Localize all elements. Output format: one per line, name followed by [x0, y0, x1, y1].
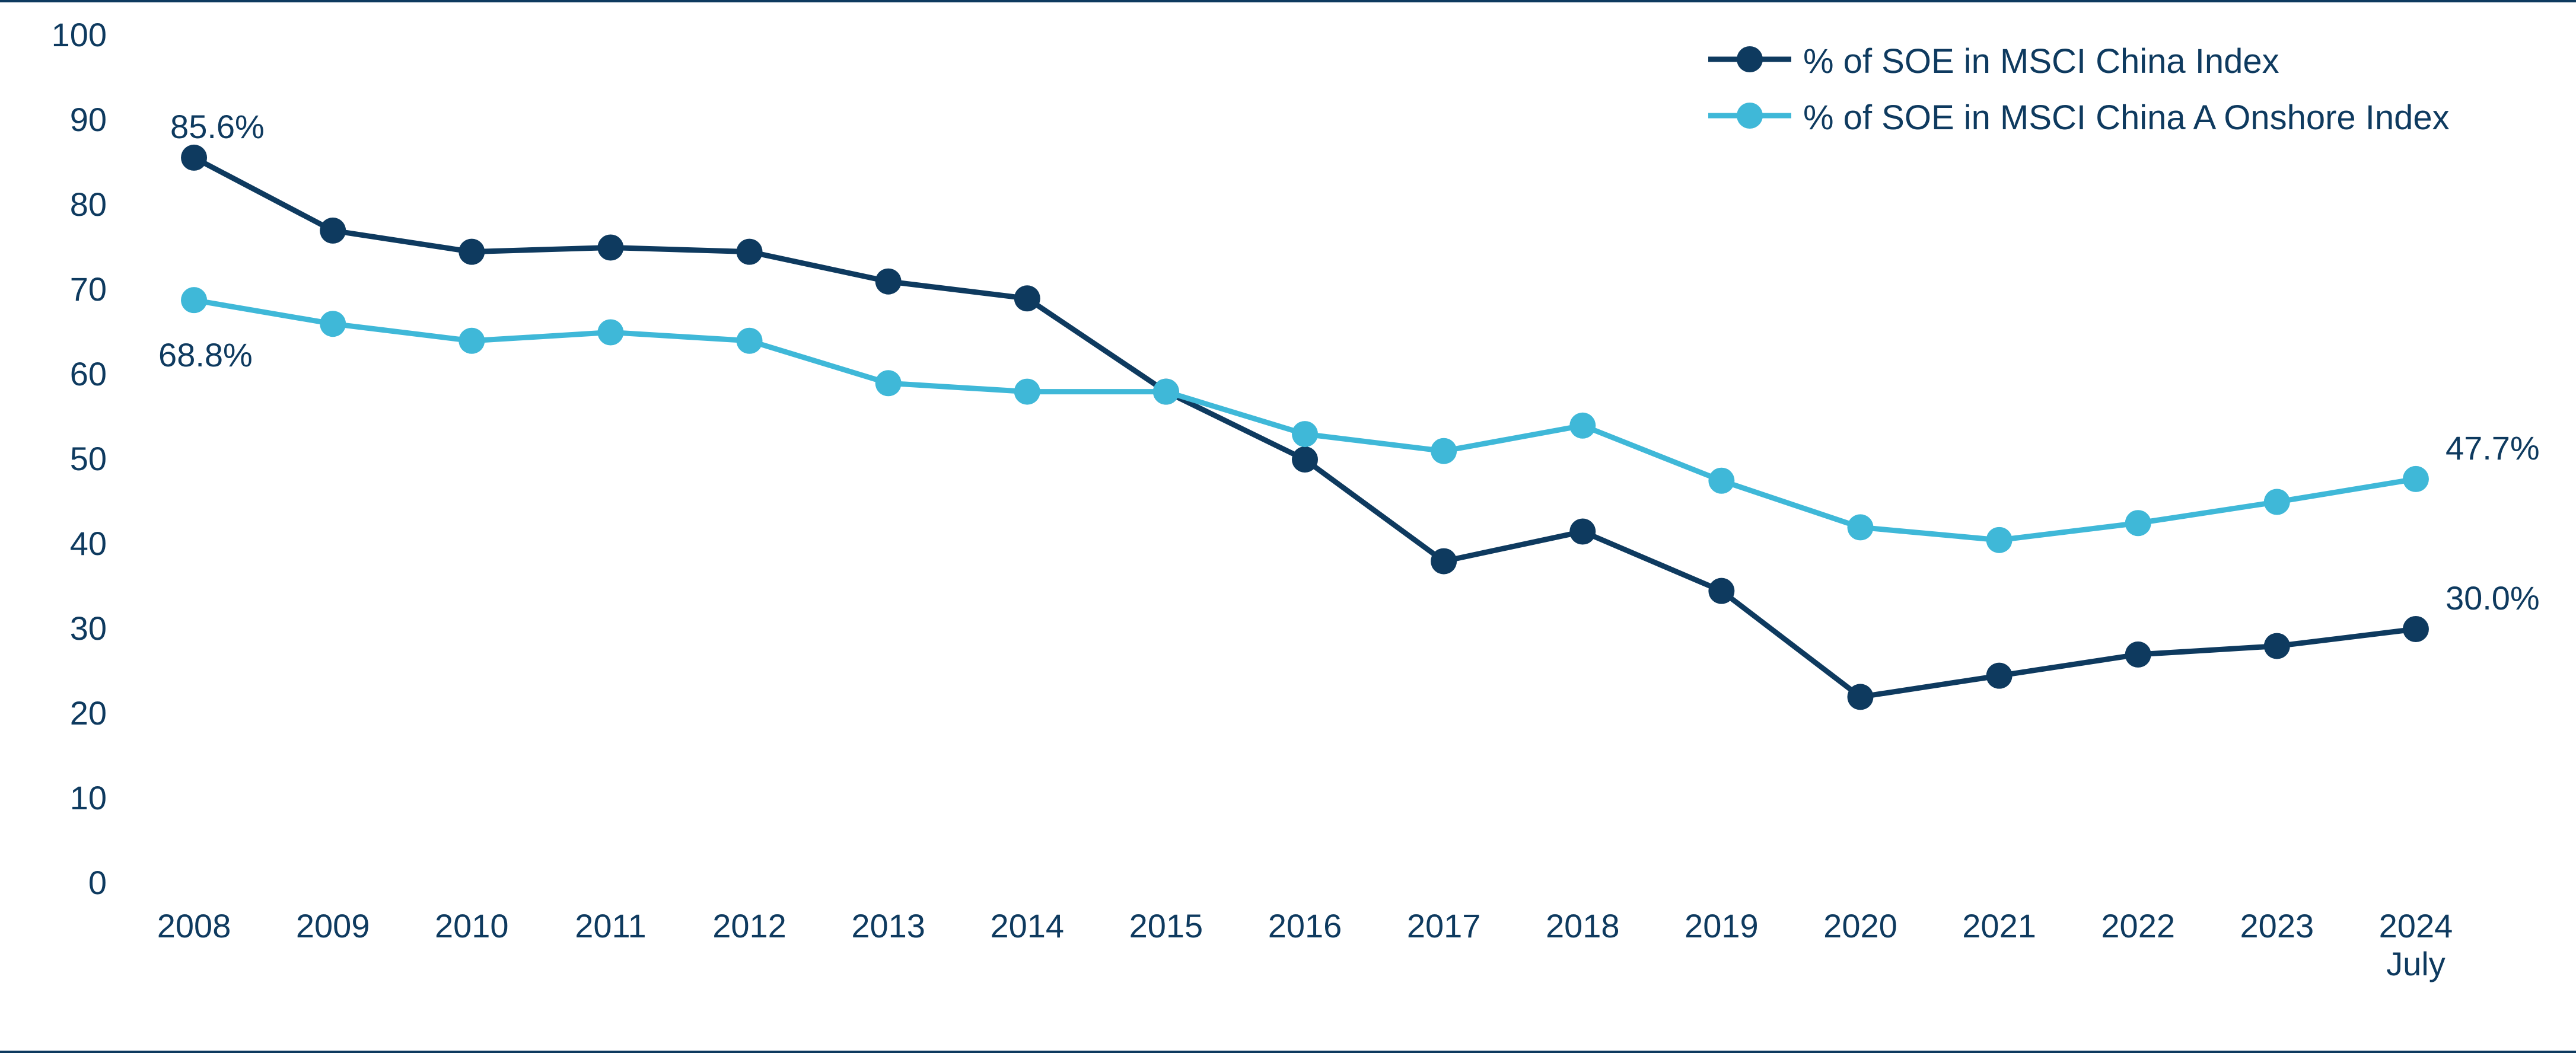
x-axis-tick: 2020 — [1823, 907, 1897, 945]
series-marker — [2403, 466, 2429, 492]
x-axis-tick: 2021 — [1962, 907, 2036, 945]
series-marker — [875, 370, 902, 396]
data-point-label: 30.0% — [2446, 579, 2540, 617]
y-axis-tick: 80 — [70, 185, 107, 224]
series-marker — [875, 269, 902, 295]
data-point-label: 47.7% — [2446, 429, 2540, 467]
series-marker — [1708, 578, 1734, 604]
x-axis-tick: 2010 — [435, 907, 509, 945]
series-marker — [1292, 421, 1318, 447]
chart-bottom-border — [0, 1051, 2576, 1053]
plot-area — [125, 36, 2485, 883]
series-marker — [2264, 633, 2290, 659]
series-line — [194, 300, 2416, 540]
x-axis-tick: 2014 — [990, 907, 1064, 945]
legend-label: % of SOE in MSCI China Index — [1803, 42, 2279, 81]
y-axis-tick: 30 — [70, 609, 107, 647]
y-axis-tick: 10 — [70, 778, 107, 817]
series-marker — [181, 145, 207, 171]
series-marker — [320, 218, 346, 244]
legend-label: % of SOE in MSCI China A Onshore Index — [1803, 98, 2450, 138]
x-axis-tick: 2015 — [1129, 907, 1203, 945]
series-marker — [597, 320, 623, 346]
data-point-label: 85.6% — [170, 107, 265, 146]
series-marker — [1569, 413, 1596, 439]
y-axis-tick: 50 — [70, 439, 107, 478]
series-marker — [1569, 519, 1596, 545]
soe-share-line-chart: 0 10 20 30 40 50 60 70 80 90 100 2008 2009 2010 2011 20… — [0, 0, 2576, 1053]
y-axis-tick: 90 — [70, 100, 107, 139]
x-axis-tick: 2024 July — [2379, 907, 2453, 984]
series-marker — [2403, 616, 2429, 642]
series-marker — [1153, 379, 1179, 405]
legend-marker — [1737, 46, 1763, 72]
series-marker — [1431, 438, 1457, 464]
chart-svg — [125, 36, 2485, 883]
series-marker — [1847, 514, 1873, 540]
series-marker — [320, 311, 346, 337]
series-marker — [1847, 684, 1873, 710]
series-marker — [181, 287, 207, 313]
x-axis-tick: 2009 — [296, 907, 370, 945]
series-marker — [1986, 663, 2013, 689]
x-axis-tick: 2019 — [1685, 907, 1759, 945]
series-marker — [1708, 468, 1734, 494]
series-marker — [1986, 527, 2013, 553]
x-axis-tick: 2008 — [157, 907, 231, 945]
series-marker — [597, 235, 623, 261]
chart-top-border — [0, 0, 2576, 2]
x-axis-tick: 2012 — [712, 907, 787, 945]
x-axis-tick: 2023 — [2240, 907, 2314, 945]
series-marker — [2125, 642, 2151, 668]
series-marker — [1292, 446, 1318, 473]
series-marker — [1431, 548, 1457, 575]
series-marker — [1014, 379, 1040, 405]
x-axis-tick: 2022 — [2101, 907, 2175, 945]
series-marker — [737, 328, 763, 354]
x-axis-tick: 2016 — [1268, 907, 1342, 945]
y-axis-tick: 20 — [70, 694, 107, 732]
series-marker — [737, 239, 763, 265]
y-axis-tick: 60 — [70, 355, 107, 393]
series-marker — [458, 328, 485, 354]
series-marker — [2264, 489, 2290, 515]
series-marker — [1014, 285, 1040, 311]
y-axis-tick: 40 — [70, 524, 107, 563]
x-axis-tick: 2018 — [1546, 907, 1620, 945]
y-axis-tick: 70 — [70, 270, 107, 308]
x-axis-tick: 2011 — [575, 907, 646, 945]
x-axis-tick: 2013 — [851, 907, 925, 945]
y-axis-tick: 0 — [88, 863, 107, 902]
x-axis-tick: 2017 — [1407, 907, 1481, 945]
y-axis-tick: 100 — [52, 15, 107, 54]
series-marker — [2125, 510, 2151, 536]
legend-marker — [1737, 103, 1763, 129]
series-marker — [458, 239, 485, 265]
data-point-label: 68.8% — [158, 336, 253, 374]
